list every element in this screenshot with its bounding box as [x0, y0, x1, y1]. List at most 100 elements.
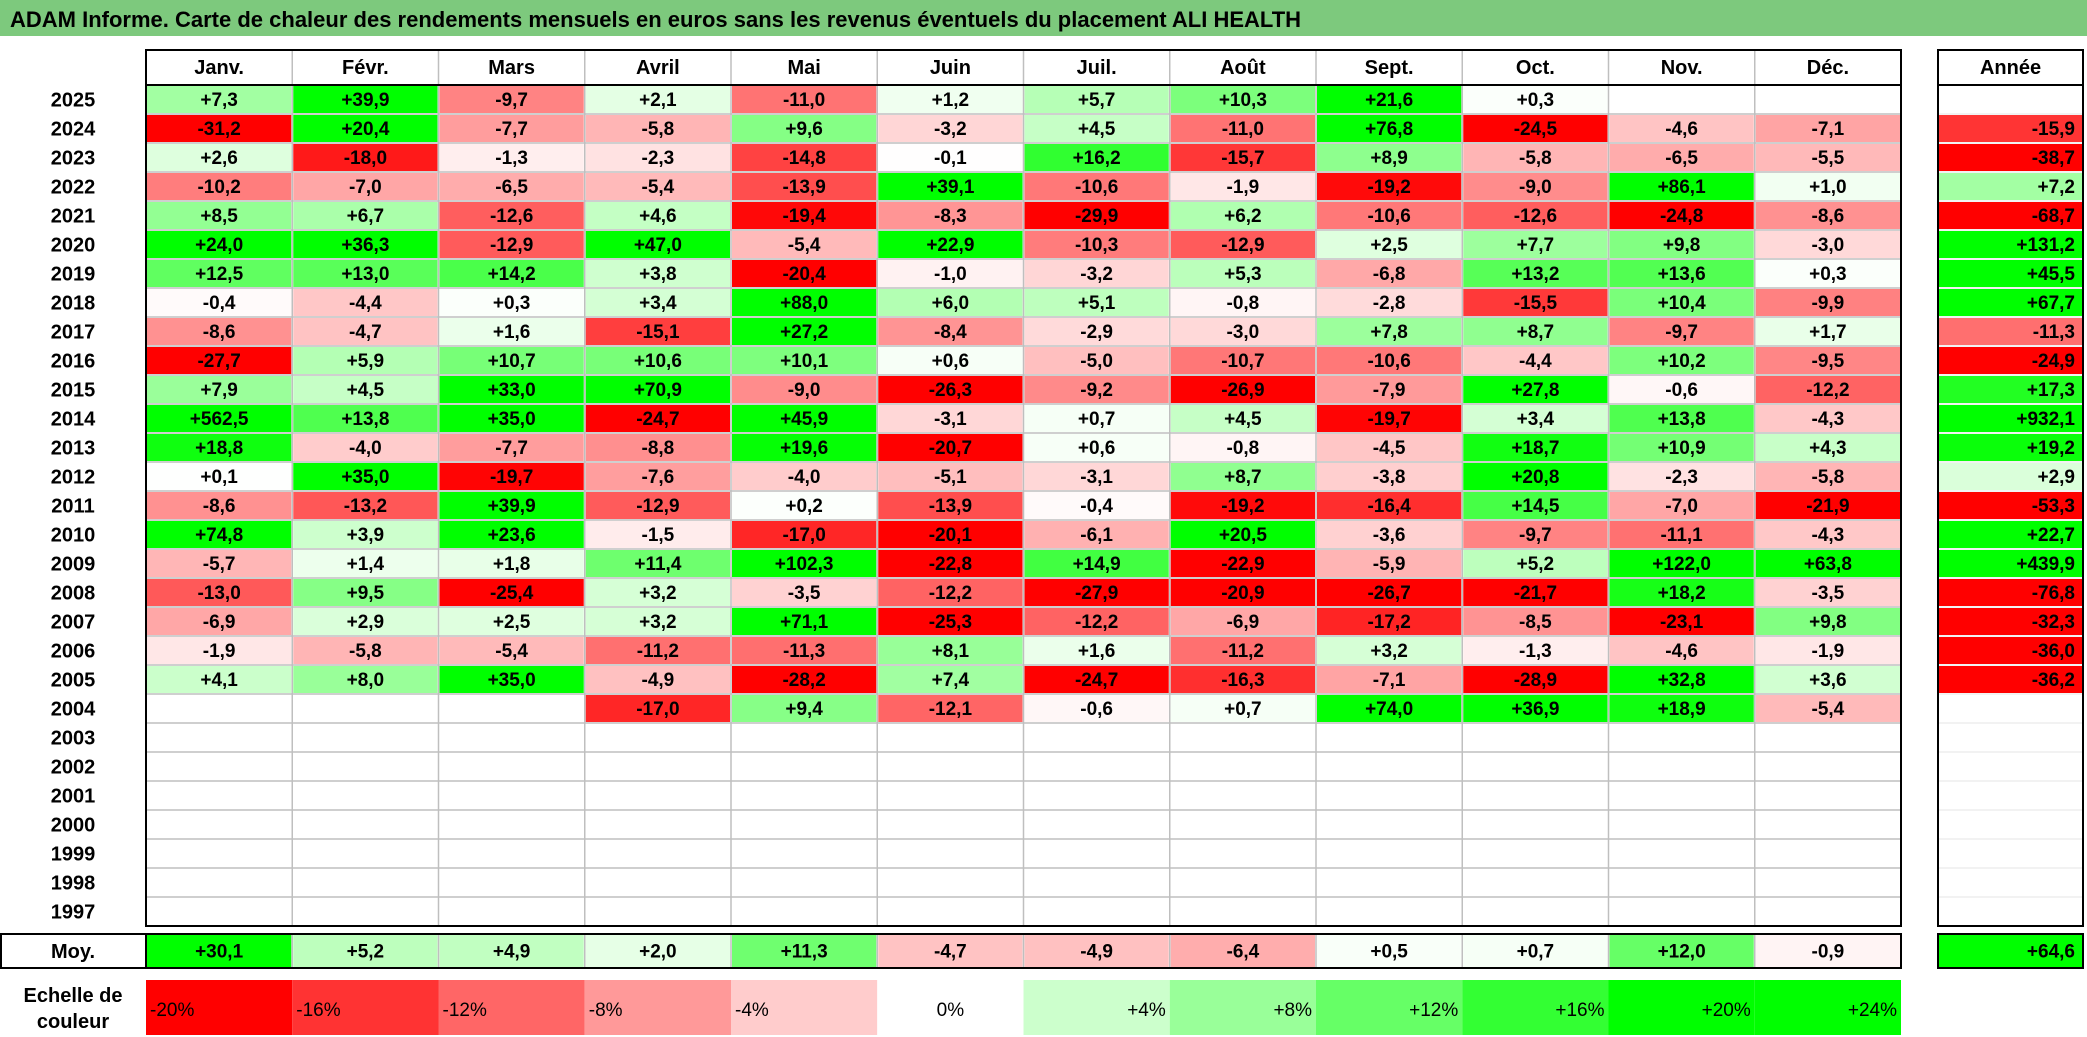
heatmap-cell — [732, 202, 877, 229]
annual-value: -24,9 — [2032, 351, 2075, 372]
year-label: 2014 — [51, 409, 96, 431]
scale-swatch — [438, 980, 585, 1035]
cell-value: +3,4 — [639, 293, 677, 314]
avg-cell — [585, 935, 730, 967]
heatmap-cell — [147, 579, 292, 606]
annual-header: Année — [1980, 57, 2041, 79]
heatmap-cell — [293, 318, 438, 345]
heatmap-cell — [293, 289, 438, 316]
heatmap-cell — [1170, 405, 1315, 432]
heatmap-cell — [147, 637, 292, 664]
cell-value: -24,7 — [636, 409, 679, 430]
heatmap-cell — [1755, 666, 1900, 693]
annual-value: +67,7 — [2027, 293, 2075, 314]
cell-value: +1,2 — [932, 90, 970, 111]
cell-value: +4,5 — [1224, 409, 1262, 430]
heatmap-cell — [1755, 260, 1900, 287]
annual-cell — [1939, 202, 2082, 229]
avg-value: +2,0 — [639, 942, 677, 963]
heatmap-cell — [147, 521, 292, 548]
cell-value: -19,7 — [1367, 409, 1410, 430]
heatmap-cell — [1024, 521, 1169, 548]
heatmap-cell — [878, 231, 1023, 258]
cell-value: +10,9 — [1658, 438, 1706, 459]
annual-cell — [1939, 434, 2082, 461]
cell-value: +71,1 — [780, 612, 829, 633]
year-label: 2000 — [51, 815, 96, 837]
annual-cell — [1939, 637, 2082, 664]
heatmap-cell — [878, 347, 1023, 374]
scale-value: +20% — [1702, 1000, 1751, 1021]
scale-swatch — [292, 980, 439, 1035]
chart-title: ADAM Informe. Carte de chaleur des rende… — [0, 0, 2087, 38]
annual-value: +932,1 — [2016, 409, 2075, 430]
month-header: Août — [1220, 57, 1266, 79]
cell-value: -8,3 — [934, 206, 967, 227]
year-label: 2007 — [51, 612, 96, 634]
heatmap-cell — [1609, 695, 1754, 722]
cell-value: -22,9 — [1221, 554, 1264, 575]
cell-value: -8,5 — [1519, 612, 1552, 633]
annual-cell — [1939, 260, 2082, 287]
heatmap-cell — [1609, 115, 1754, 142]
cell-value: -12,6 — [490, 206, 533, 227]
avg-cell — [439, 935, 584, 967]
year-label: 1997 — [51, 902, 96, 924]
cell-value: -12,2 — [929, 583, 972, 604]
annual-value: +439,9 — [2016, 554, 2075, 575]
cell-value: -12,1 — [929, 699, 973, 720]
annual-cell — [1939, 318, 2082, 345]
heatmap-cell — [1024, 289, 1169, 316]
cell-value: -6,5 — [495, 177, 528, 198]
cell-value: +39,1 — [926, 177, 975, 198]
heatmap-cell — [293, 376, 438, 403]
heatmap-cell — [732, 173, 877, 200]
heatmap-cell — [1609, 521, 1754, 548]
cell-value: -11,2 — [637, 641, 679, 662]
avg-value: +4,9 — [493, 942, 531, 963]
scale-value: +16% — [1555, 1000, 1604, 1021]
cell-value: -7,1 — [1812, 119, 1845, 140]
cell-value: -4,6 — [1665, 119, 1698, 140]
cell-value: -15,5 — [1514, 293, 1558, 314]
heatmap-cell — [732, 376, 877, 403]
year-label: 2009 — [51, 554, 96, 576]
heatmap-cell — [147, 144, 292, 171]
heatmap-cell — [439, 666, 584, 693]
cell-value: +18,7 — [1511, 438, 1559, 459]
annual-cell — [1939, 173, 2082, 200]
heatmap-cell — [147, 666, 292, 693]
annual-cell — [1939, 521, 2082, 548]
heatmap-cell — [147, 115, 292, 142]
heatmap-cell — [1317, 550, 1462, 577]
cell-value: +18,8 — [195, 438, 243, 459]
heatmap-cell — [585, 637, 730, 664]
heatmap-cell — [585, 202, 730, 229]
table-frames — [0, 49, 2084, 969]
heatmap-cell — [439, 115, 584, 142]
scale-value: -20% — [150, 1000, 194, 1021]
year-label: 1999 — [51, 844, 96, 866]
cell-value: -19,7 — [490, 467, 533, 488]
year-label: 1998 — [51, 873, 96, 895]
heatmap-cell — [1024, 492, 1169, 519]
heatmap-cell — [1755, 695, 1900, 722]
year-label: 2001 — [51, 786, 96, 808]
cell-value: +5,7 — [1078, 90, 1116, 111]
heatmap-cell — [293, 492, 438, 519]
cell-value: -8,6 — [203, 496, 236, 517]
heatmap-cell — [293, 608, 438, 635]
heatmap-cell — [585, 318, 730, 345]
heatmap-cell — [878, 86, 1023, 113]
heatmap-cell — [1317, 86, 1462, 113]
heatmap-cell — [147, 376, 292, 403]
year-label: 2021 — [51, 206, 96, 228]
heatmap-cell — [147, 405, 292, 432]
scale-value: -16% — [296, 1000, 340, 1021]
annual-value: +19,2 — [2027, 438, 2075, 459]
year-label: 2002 — [51, 757, 96, 779]
heatmap-cell — [1170, 695, 1315, 722]
heatmap-cell — [878, 173, 1023, 200]
cell-value: +35,0 — [488, 409, 536, 430]
cell-value: -9,5 — [1812, 351, 1845, 372]
